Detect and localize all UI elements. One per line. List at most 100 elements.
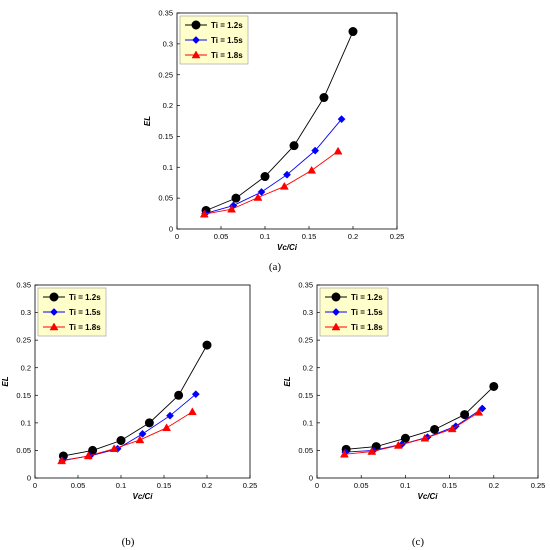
- x-tick-label: 0.15: [302, 232, 317, 241]
- y-tick-label: 0: [169, 225, 173, 234]
- y-tick-label: 0.35: [158, 9, 173, 18]
- x-tick-label: 0.25: [531, 481, 546, 490]
- x-tick-label: 0.2: [489, 481, 499, 490]
- x-tick-label: 0.15: [442, 481, 457, 490]
- data-point-series-1: [319, 93, 329, 103]
- legend-entry-1: Ti = 1.2s: [211, 21, 243, 30]
- legend-marker-1: [49, 292, 59, 302]
- legend-marker-3: [49, 322, 59, 331]
- x-tick-label: 0.05: [214, 232, 229, 241]
- series-line-3: [204, 150, 339, 215]
- x-axis-label: Vc/Ci: [277, 243, 298, 252]
- data-point-series-3: [420, 433, 430, 442]
- legend-marker-2: [50, 308, 58, 316]
- data-point-series-2: [478, 404, 487, 413]
- legend-entry-3: Ti = 1.8s: [211, 51, 243, 60]
- data-point-series-1: [430, 424, 440, 434]
- x-tick-label: 0: [315, 481, 319, 490]
- data-point-series-2: [257, 188, 266, 196]
- data-point-series-2: [283, 170, 291, 179]
- plot-area: [34, 284, 251, 479]
- plot-area: [316, 284, 539, 479]
- data-point-series-1: [489, 381, 499, 391]
- y-tick-label: 0.15: [298, 391, 313, 400]
- y-tick-label: 0.35: [16, 281, 31, 290]
- data-point-series-3: [367, 447, 377, 455]
- data-point-series-3: [135, 435, 145, 444]
- data-point-series-1: [400, 433, 410, 443]
- y-tick-label: 0.05: [158, 194, 173, 203]
- data-point-series-1: [348, 27, 358, 37]
- x-tick-label: 0: [175, 232, 179, 241]
- y-tick-label: 0.1: [21, 418, 31, 427]
- data-point-series-1: [174, 390, 184, 400]
- legend-marker-2: [192, 36, 200, 44]
- data-point-series-1: [116, 436, 126, 446]
- y-tick-label: 0.2: [303, 363, 313, 372]
- y-tick-label: 0.2: [163, 101, 173, 110]
- data-point-series-3: [109, 444, 119, 453]
- panel-label: (c): [412, 536, 425, 548]
- data-point-series-3: [253, 193, 263, 201]
- x-tick-label: 0.25: [390, 232, 405, 241]
- legend-entry-1: Ti = 1.2s: [69, 293, 101, 302]
- x-tick-label: 0: [33, 481, 37, 490]
- x-tick-label: 0.1: [400, 481, 410, 490]
- data-point-series-1: [231, 193, 241, 203]
- data-point-series-1: [460, 410, 470, 420]
- data-point-series-1: [144, 418, 154, 428]
- data-point-series-3: [187, 407, 197, 416]
- series-line-3: [344, 411, 480, 455]
- data-point-series-3: [333, 146, 343, 155]
- x-tick-label: 0.05: [354, 481, 369, 490]
- data-point-series-3: [307, 165, 317, 174]
- legend-marker-3: [331, 322, 341, 331]
- series-line-1: [205, 31, 354, 211]
- y-tick-label: 0.3: [163, 39, 173, 48]
- data-point-series-2: [311, 146, 320, 155]
- y-axis-label: EL: [1, 376, 10, 386]
- y-tick-label: 0.3: [21, 308, 31, 317]
- data-point-series-3: [162, 423, 172, 432]
- y-tick-label: 0.15: [16, 391, 31, 400]
- legend-entry-2: Ti = 1.5s: [351, 308, 383, 317]
- data-point-series-3: [393, 440, 403, 449]
- y-tick-label: 0.3: [303, 308, 313, 317]
- y-tick-label: 0.35: [298, 281, 313, 290]
- data-point-series-1: [289, 141, 299, 151]
- y-tick-label: 0: [27, 474, 31, 483]
- x-tick-label: 0.2: [348, 232, 358, 241]
- x-axis-label: Vc/Ci: [417, 492, 438, 501]
- legend-marker-1: [331, 292, 341, 302]
- chart-panel-b: 0 0.05 0.1 0.15 0.2 0.25 0 0.05 0.1 0.15 0.2 0.25 0.…: [1, 281, 257, 548]
- legend-marker-3: [191, 50, 201, 59]
- panel-label: (b): [122, 536, 135, 548]
- data-point-series-2: [138, 429, 147, 438]
- x-tick-label: 0.05: [71, 481, 86, 490]
- x-axis-label: Vc/Ci: [132, 492, 153, 501]
- x-tick-label: 0.25: [243, 481, 258, 490]
- data-point-series-1: [202, 340, 212, 350]
- series-line-3: [61, 411, 193, 462]
- data-point-series-3: [339, 449, 349, 458]
- legend-marker-2: [332, 308, 340, 316]
- data-point-series-3: [279, 181, 289, 190]
- data-point-series-2: [166, 411, 174, 420]
- x-tick-label: 0.15: [157, 481, 172, 490]
- data-point-series-3: [474, 407, 484, 416]
- y-tick-label: 0.25: [16, 336, 31, 345]
- y-axis-label: EL: [283, 376, 292, 386]
- data-point-series-3: [83, 451, 93, 460]
- series-line-2: [205, 118, 342, 215]
- series-line-1: [346, 386, 495, 450]
- legend-entry-3: Ti = 1.8s: [69, 323, 101, 332]
- panel-label: (a): [269, 261, 282, 273]
- legend-marker-1: [191, 20, 201, 30]
- data-point-series-2: [337, 115, 346, 124]
- data-point-series-2: [191, 390, 200, 399]
- y-tick-label: 0.15: [158, 132, 173, 141]
- y-axis-label: EL: [143, 116, 152, 126]
- series-line-2: [62, 393, 197, 461]
- x-tick-label: 0.1: [116, 481, 126, 490]
